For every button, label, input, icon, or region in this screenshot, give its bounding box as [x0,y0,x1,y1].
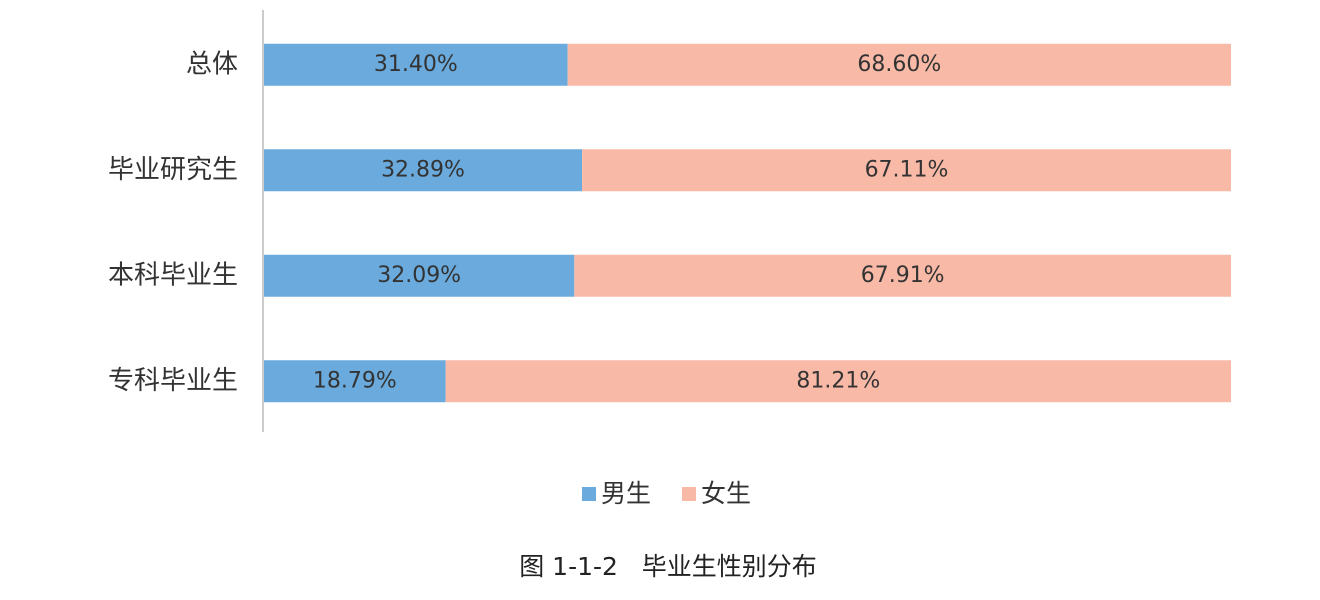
legend-label: 女生 [701,479,751,508]
bar-segment [567,43,1231,86]
data-label: 68.60% [857,52,941,77]
bar-segment [264,43,568,86]
bar-segment [264,254,575,297]
data-label: 67.11% [865,157,949,182]
legend-swatch [582,487,596,501]
bar-segment [582,149,1231,192]
y-tick-label: 毕业研究生 [108,155,238,185]
data-label: 67.91% [861,263,945,288]
y-tick-label: 本科毕业生 [108,260,238,290]
bar-segment [445,360,1231,403]
data-label: 32.09% [377,263,461,288]
bar-segment [574,254,1231,297]
bar-segment [264,149,583,192]
y-tick-label: 专科毕业生 [108,366,238,396]
data-label: 81.21% [796,368,880,393]
legend-swatch [682,487,696,501]
data-label: 32.89% [381,157,465,182]
data-label: 18.79% [313,368,397,393]
caption: 图 1-1-2 毕业生性别分布 [519,552,817,581]
legend-label: 男生 [601,479,651,508]
y-tick-label: 总体 [186,49,238,79]
bar-segment [264,360,446,403]
data-label: 31.40% [374,52,458,77]
